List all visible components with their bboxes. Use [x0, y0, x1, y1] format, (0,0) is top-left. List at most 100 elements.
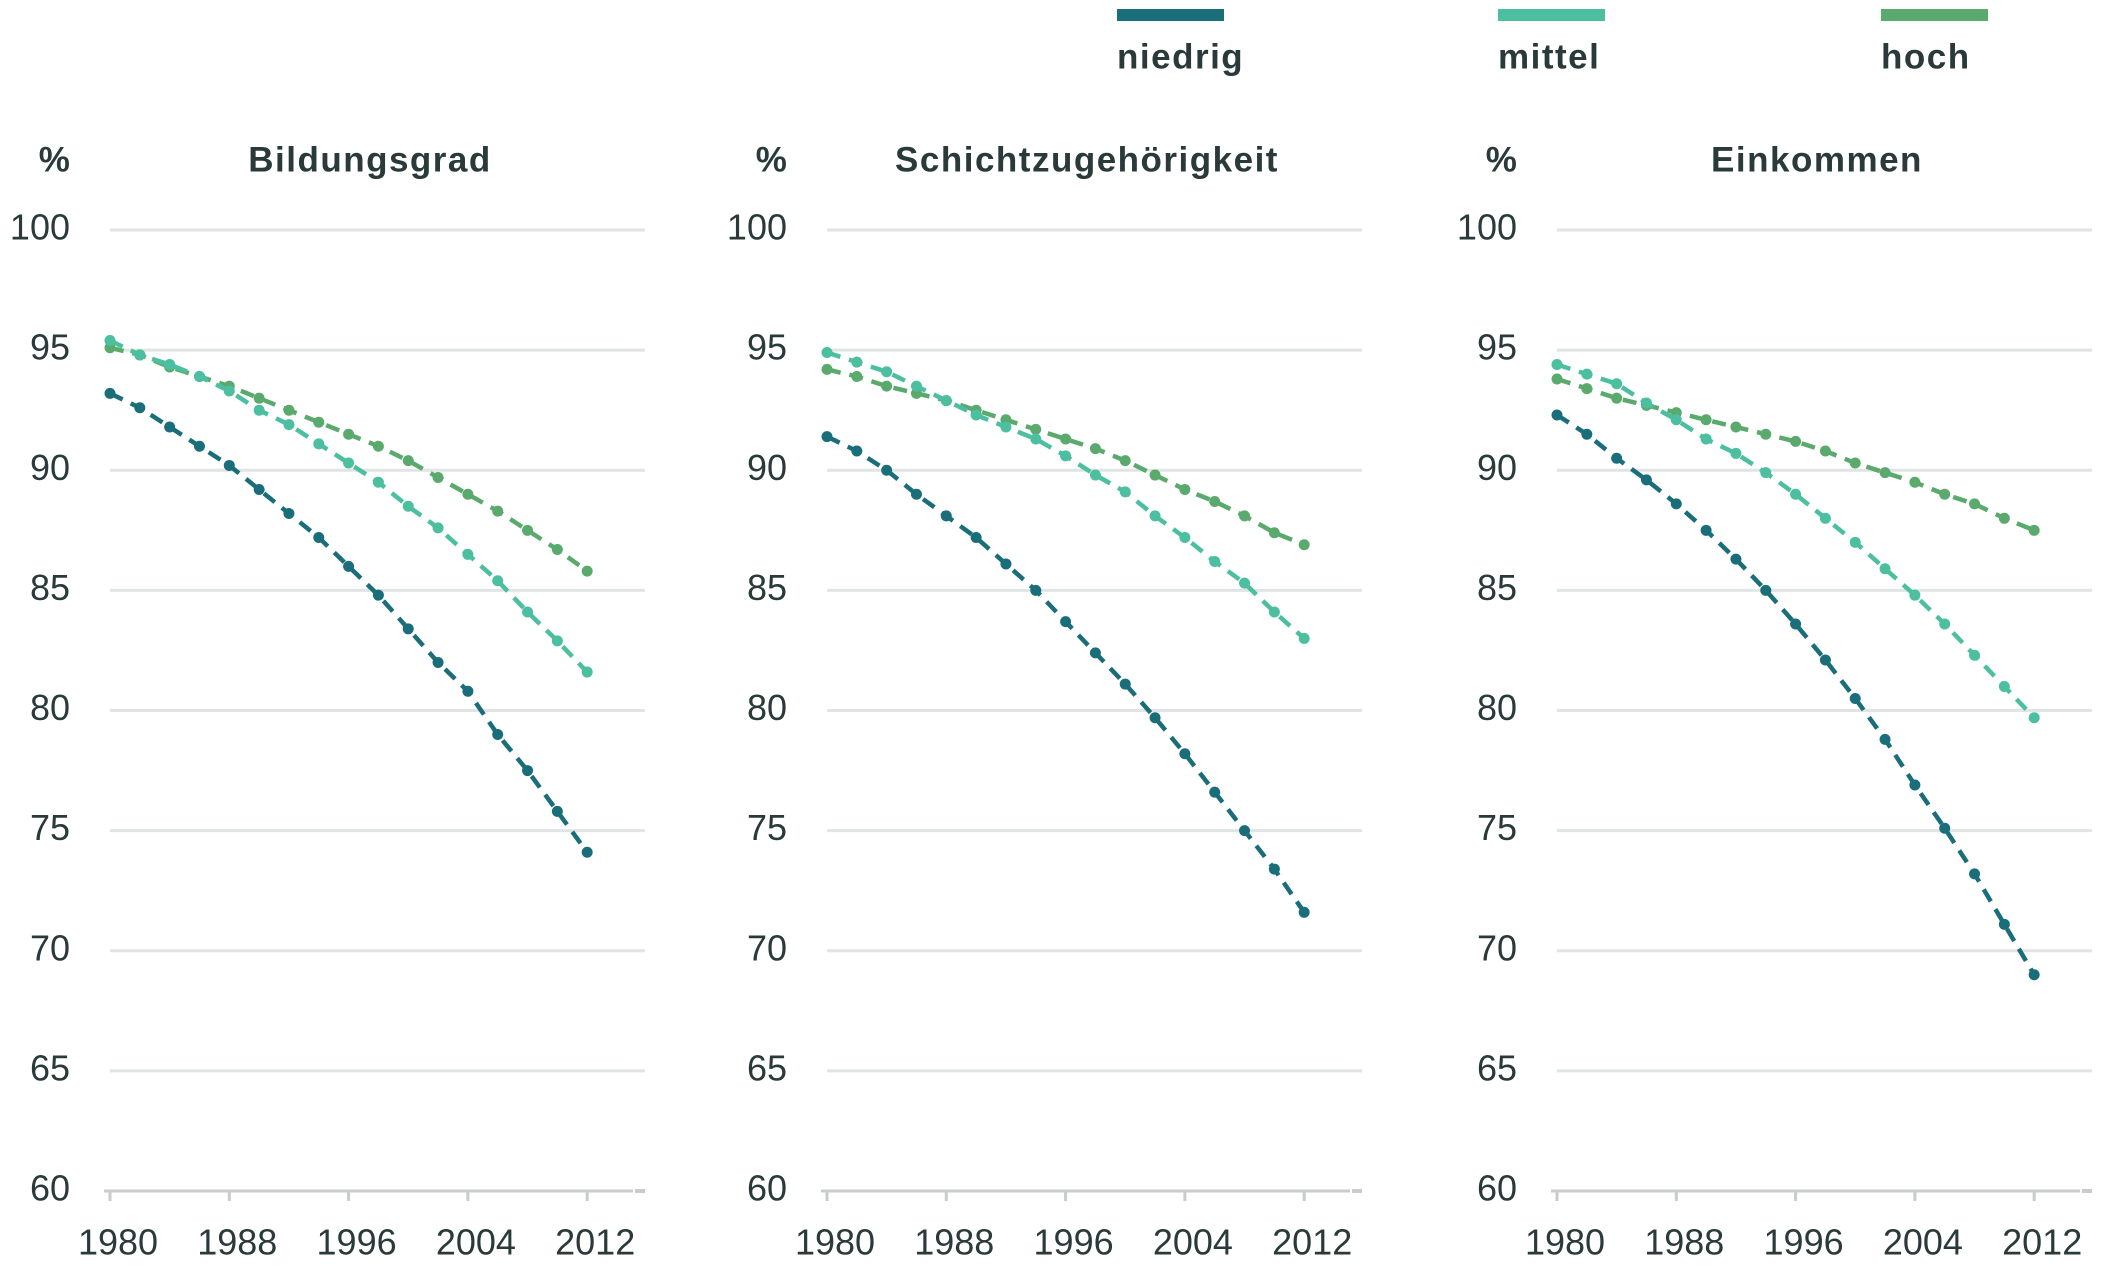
x-tick-label: 1988 [914, 1222, 994, 1263]
x-tick-label: 1988 [1644, 1222, 1724, 1263]
data-point [1239, 577, 1251, 589]
data-point [193, 371, 205, 383]
data-point [193, 440, 205, 452]
x-tick-label: 1980 [795, 1222, 875, 1263]
data-point [492, 575, 504, 587]
data-point [1730, 553, 1742, 565]
data-point [1849, 536, 1861, 548]
data-point [1640, 397, 1652, 409]
data-point [432, 471, 444, 483]
data-point [1179, 748, 1191, 760]
legend-label: mittel [1498, 37, 1600, 76]
data-point [1149, 469, 1161, 481]
y-tick-label: 80 [30, 687, 70, 728]
data-point [432, 522, 444, 534]
legend-swatch [1498, 9, 1605, 21]
data-point [283, 419, 295, 431]
data-point [1760, 428, 1772, 440]
data-point [970, 532, 982, 544]
data-point [1998, 680, 2010, 692]
y-tick-label: 65 [30, 1047, 70, 1088]
data-point [1879, 733, 1891, 745]
data-point [1089, 443, 1101, 455]
data-point [1730, 421, 1742, 433]
y-tick-label: 95 [747, 327, 787, 368]
data-point [551, 635, 563, 647]
data-point [372, 476, 384, 488]
x-tick-label: 2004 [436, 1222, 516, 1263]
data-point [1209, 495, 1221, 507]
data-point [462, 488, 474, 500]
data-point [1849, 457, 1861, 469]
data-point [851, 371, 863, 383]
data-point [1670, 414, 1682, 426]
data-point [821, 431, 833, 443]
data-point [134, 349, 146, 361]
y-tick-label: 85 [1477, 567, 1517, 608]
data-point [1819, 445, 1831, 457]
data-point [1551, 373, 1563, 385]
y-tick-label: 75 [30, 807, 70, 848]
data-point [1939, 822, 1951, 834]
data-point [313, 416, 325, 428]
data-point [313, 438, 325, 450]
data-point [1060, 450, 1072, 462]
data-point [1790, 435, 1802, 447]
series-line [109, 338, 589, 674]
data-point [1819, 654, 1831, 666]
data-point [1268, 606, 1280, 618]
data-point [134, 402, 146, 414]
data-point [1730, 447, 1742, 459]
series-line [826, 367, 1306, 547]
data-point [1939, 488, 1951, 500]
data-point [402, 455, 414, 467]
chart-title: Einkommen [1711, 140, 1923, 179]
data-point [1611, 452, 1623, 464]
y-tick-label: 65 [747, 1047, 787, 1088]
data-point [581, 666, 593, 678]
data-point [313, 532, 325, 544]
data-point [1298, 539, 1310, 551]
data-point [343, 560, 355, 572]
data-point [522, 606, 534, 618]
data-point [551, 805, 563, 817]
data-point [1581, 368, 1593, 380]
data-point [1298, 906, 1310, 918]
data-point [940, 395, 952, 407]
data-point [1179, 532, 1191, 544]
x-tick-label: 1996 [1034, 1222, 1114, 1263]
y-tick-label: 90 [747, 447, 787, 488]
data-point [492, 729, 504, 741]
y-tick-label: 80 [1477, 687, 1517, 728]
data-point [1879, 563, 1891, 575]
data-point [581, 846, 593, 858]
data-point [164, 359, 176, 371]
y-tick-label: 95 [1477, 327, 1517, 368]
x-tick-label: 1980 [1525, 1222, 1605, 1263]
data-point [1209, 556, 1221, 568]
data-point [1700, 433, 1712, 445]
data-point [253, 392, 265, 404]
data-point [881, 380, 893, 392]
legend-label: niedrig [1117, 37, 1244, 76]
data-point [223, 385, 235, 397]
data-point [1030, 584, 1042, 596]
data-point [343, 428, 355, 440]
y-tick-label: 90 [30, 447, 70, 488]
data-point [551, 544, 563, 556]
data-point [402, 623, 414, 635]
data-point [253, 404, 265, 416]
data-point [462, 548, 474, 560]
data-point [1030, 433, 1042, 445]
data-point [164, 421, 176, 433]
data-point [1611, 378, 1623, 390]
data-point [1060, 616, 1072, 628]
x-tick-label: 1988 [197, 1222, 277, 1263]
y-tick-label: 60 [30, 1168, 70, 1209]
x-tick-label: 2004 [1153, 1222, 1233, 1263]
data-point [821, 347, 833, 359]
y-axis-label: % [1486, 140, 1519, 179]
data-point [1551, 409, 1563, 421]
data-point [1268, 863, 1280, 875]
data-point [851, 356, 863, 368]
